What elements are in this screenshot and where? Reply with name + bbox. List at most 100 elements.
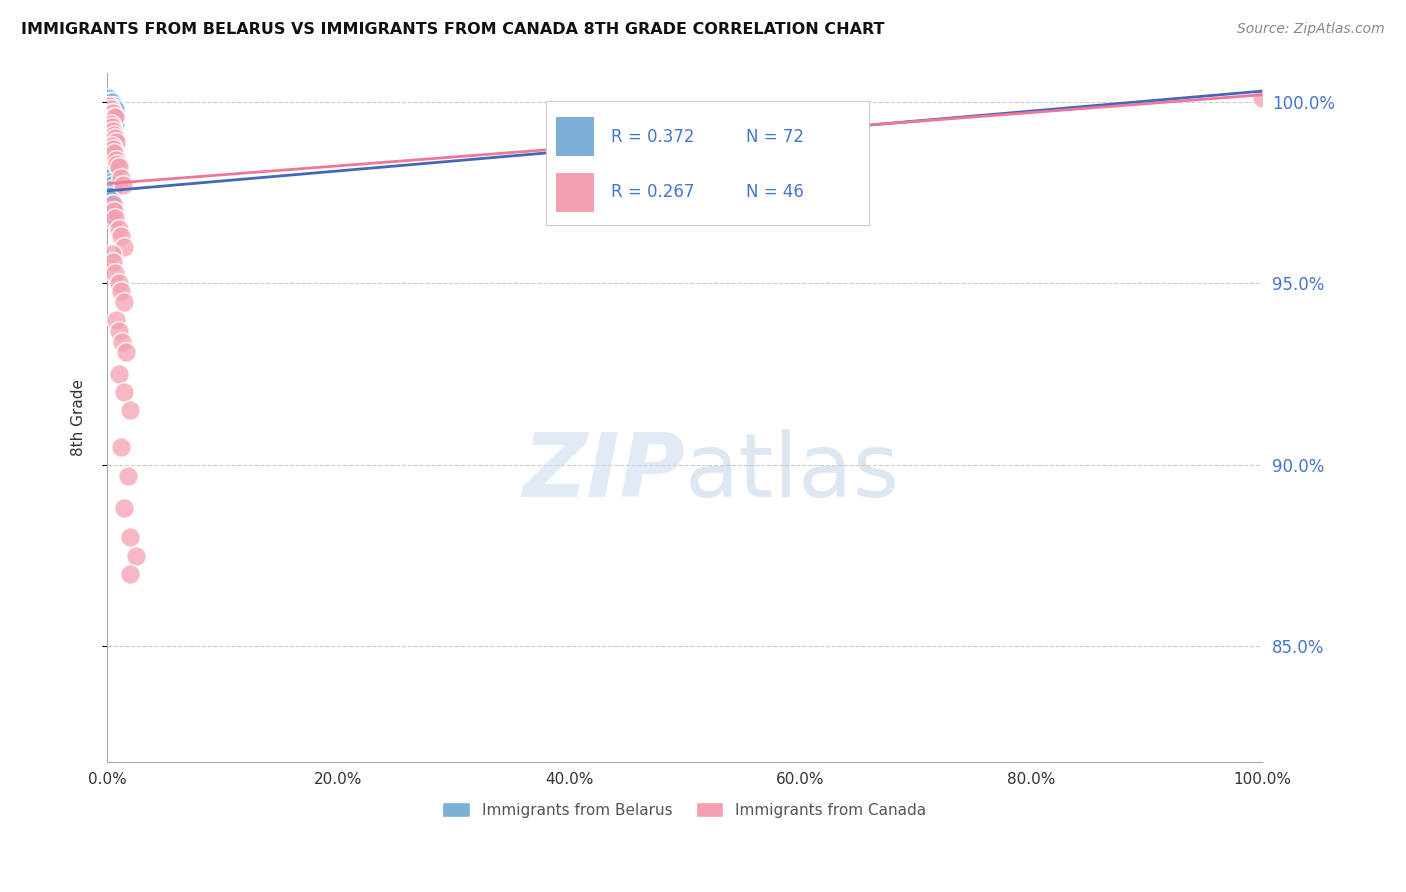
Point: [125, 549, 148, 563]
Point: [103, 203, 125, 218]
Point: [103, 153, 125, 167]
Point: [103, 110, 125, 124]
Point: [100, 102, 122, 116]
Point: [1251, 91, 1274, 105]
Point: [101, 254, 124, 268]
Point: [97, 149, 120, 163]
Point: [101, 113, 124, 128]
Point: [110, 440, 132, 454]
Point: [120, 403, 142, 417]
Point: [100, 110, 122, 124]
Point: [101, 102, 124, 116]
Point: [104, 131, 127, 145]
Point: [100, 117, 122, 131]
Point: [120, 531, 142, 545]
Point: [97, 98, 120, 112]
Point: [100, 157, 122, 171]
Point: [97, 203, 120, 218]
Point: [112, 385, 135, 400]
Point: [98, 95, 121, 109]
Point: [101, 124, 124, 138]
Point: [105, 138, 128, 153]
Point: [97, 106, 120, 120]
Point: [98, 124, 121, 138]
Point: [104, 145, 127, 160]
Point: [100, 106, 122, 120]
Point: [100, 196, 122, 211]
Text: Source: ZipAtlas.com: Source: ZipAtlas.com: [1237, 22, 1385, 37]
Point: [100, 95, 122, 109]
Point: [100, 138, 122, 153]
Point: [98, 106, 121, 120]
Point: [103, 168, 125, 182]
Point: [100, 117, 122, 131]
Point: [98, 138, 121, 153]
Point: [107, 324, 129, 338]
Point: [98, 98, 121, 112]
Point: [112, 178, 135, 193]
Point: [100, 106, 122, 120]
Point: [98, 120, 121, 135]
Point: [100, 102, 122, 116]
Point: [101, 98, 124, 112]
Point: [107, 222, 129, 236]
Point: [101, 142, 124, 156]
Point: [104, 102, 127, 116]
Point: [101, 110, 124, 124]
Point: [110, 171, 132, 186]
Point: [97, 117, 120, 131]
Point: [100, 95, 122, 109]
Point: [98, 135, 121, 149]
Point: [101, 135, 124, 149]
Point: [100, 161, 122, 175]
Point: [107, 157, 129, 171]
Point: [101, 164, 124, 178]
Point: [110, 284, 132, 298]
Text: atlas: atlas: [685, 429, 900, 516]
Point: [100, 113, 122, 128]
Point: [103, 128, 125, 142]
Point: [103, 142, 125, 156]
Point: [101, 106, 124, 120]
Point: [98, 113, 121, 128]
Point: [98, 171, 121, 186]
Point: [101, 128, 124, 142]
Point: [103, 113, 125, 128]
Point: [100, 120, 122, 135]
Point: [98, 189, 121, 203]
Text: IMMIGRANTS FROM BELARUS VS IMMIGRANTS FROM CANADA 8TH GRADE CORRELATION CHART: IMMIGRANTS FROM BELARUS VS IMMIGRANTS FR…: [21, 22, 884, 37]
Point: [104, 110, 127, 124]
Point: [97, 91, 120, 105]
Point: [100, 178, 122, 193]
Point: [103, 102, 125, 116]
Point: [100, 131, 122, 145]
Point: [112, 501, 135, 516]
Point: [100, 145, 122, 160]
Point: [100, 120, 122, 135]
Point: [105, 135, 128, 149]
Point: [101, 138, 124, 153]
Point: [100, 102, 122, 116]
Point: [100, 120, 122, 135]
Legend: Immigrants from Belarus, Immigrants from Canada: Immigrants from Belarus, Immigrants from…: [436, 796, 932, 823]
Point: [101, 196, 124, 211]
Point: [105, 153, 128, 167]
Y-axis label: 8th Grade: 8th Grade: [72, 379, 86, 456]
Point: [104, 135, 127, 149]
Point: [105, 312, 128, 326]
Point: [103, 131, 125, 145]
Point: [100, 110, 122, 124]
Point: [103, 145, 125, 160]
Point: [101, 124, 124, 138]
Point: [100, 142, 122, 156]
Point: [110, 229, 132, 244]
Point: [112, 240, 135, 254]
Point: [100, 106, 122, 120]
Point: [100, 211, 122, 226]
Point: [101, 182, 124, 196]
Point: [107, 277, 129, 291]
Point: [104, 117, 127, 131]
Point: [114, 345, 136, 359]
Point: [100, 193, 122, 207]
Point: [101, 149, 124, 163]
